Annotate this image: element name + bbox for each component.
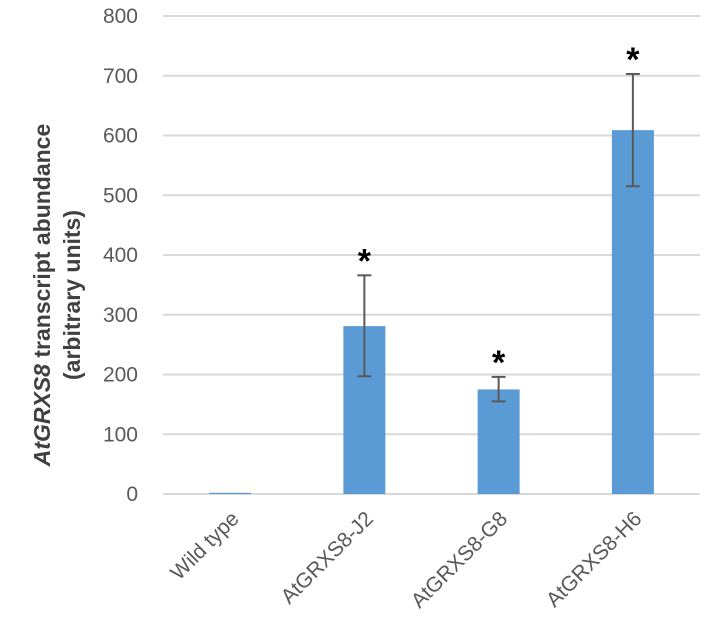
y-axis-title: AtGRXS8 transcript abundance (arbitrary … — [29, 124, 85, 468]
y-tick-label: 800 — [103, 5, 138, 28]
y-axis-title-line1: AtGRXS8 transcript abundance — [29, 124, 55, 468]
bar-4 — [611, 130, 654, 494]
error-bar-3 — [491, 375, 506, 403]
bar-3 — [477, 389, 520, 494]
y-tick-label: 300 — [103, 304, 138, 327]
error-bar-4 — [625, 72, 640, 188]
significance-asterisk: * — [626, 41, 640, 79]
y-tick-label: 0 — [126, 483, 138, 506]
y-tick-label: 400 — [103, 244, 138, 267]
y-tick-label: 500 — [103, 184, 138, 207]
y-axis-title-gene: AtGRXS8 — [29, 364, 55, 467]
x-category-label: Wild type — [166, 507, 243, 584]
significance-asterisk: * — [492, 344, 506, 382]
x-category-label: AtGRXS8-J2 — [277, 507, 378, 608]
y-axis-title-text: transcript abundance — [29, 124, 55, 364]
x-category-label: AtGRXS8-G8 — [407, 507, 512, 612]
error-bar-2 — [357, 274, 372, 378]
x-axis-labels: Wild type AtGRXS8-J2 AtGRXS8-G8 AtGRXS8-H6 — [166, 507, 646, 612]
y-tick-label: 100 — [103, 423, 138, 446]
x-category-label: AtGRXS8-H6 — [542, 507, 647, 612]
bar-1 — [209, 492, 252, 494]
significance-asterisk: * — [358, 242, 372, 280]
bars — [209, 130, 654, 494]
y-axis-ticks: 0 100 200 300 400 500 600 700 800 — [103, 5, 138, 506]
error-bars — [357, 72, 640, 403]
y-tick-label: 700 — [103, 65, 138, 88]
significance-markers: * * * — [358, 41, 641, 382]
y-tick-label: 200 — [103, 364, 138, 387]
y-tick-label: 600 — [103, 125, 138, 148]
gridlines — [163, 15, 700, 495]
y-axis-title-line2: (arbitrary units) — [59, 210, 85, 380]
